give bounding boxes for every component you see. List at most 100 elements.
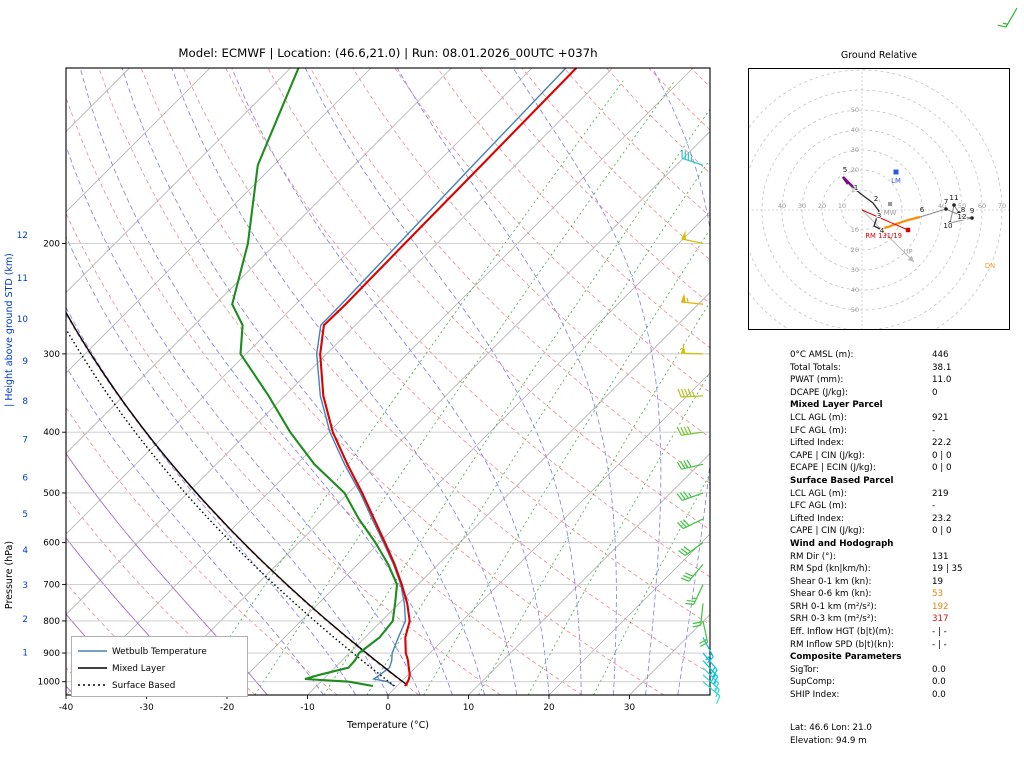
svg-text:11: 11 bbox=[17, 274, 28, 284]
param-row: SRH 0-3 km (m²/s²): 317 bbox=[790, 613, 1020, 626]
param-row: DCAPE (J/kg): 0 bbox=[790, 387, 1020, 400]
param-value: 19 bbox=[932, 576, 944, 587]
param-value: 0 | 0 bbox=[932, 450, 952, 461]
legend: Wetbulb Temperature Mixed Layer Surface Ba… bbox=[71, 636, 248, 697]
svg-text:10: 10 bbox=[838, 202, 846, 210]
svg-text:LM: LM bbox=[891, 177, 901, 185]
param-label: LFC AGL (m): bbox=[790, 425, 847, 436]
lm-marker bbox=[893, 169, 899, 175]
param-label: Composite Parameters bbox=[790, 652, 902, 663]
param-row: RM Dir (°): 131 bbox=[790, 551, 1020, 564]
param-row: SupComp: 0.0 bbox=[790, 676, 1020, 689]
param-row: Lifted Index: 23.2 bbox=[790, 513, 1020, 526]
dewpoint-curve bbox=[231, 68, 399, 688]
param-row: SigTor: 0.0 bbox=[790, 664, 1020, 677]
param-row: Lifted Index: 22.2 bbox=[790, 437, 1020, 450]
param-section-header: Wind and Hodograph bbox=[790, 538, 1020, 551]
param-label: Shear 0-1 km (kn): bbox=[790, 576, 872, 587]
svg-text:-30: -30 bbox=[139, 703, 154, 713]
param-label: Surface Based Parcel bbox=[790, 475, 894, 486]
param-label: SRH 0-1 km (m²/s²): bbox=[790, 601, 877, 612]
svg-text:2: 2 bbox=[22, 615, 28, 625]
param-value: 921 bbox=[932, 412, 949, 423]
svg-text:400: 400 bbox=[43, 428, 60, 438]
chart-title: Model: ECMWF | Location: (46.6,21.0) | R… bbox=[178, 46, 598, 60]
svg-text:12: 12 bbox=[17, 231, 28, 241]
rm-marker bbox=[905, 227, 911, 233]
param-row: SHIP Index: 0.0 bbox=[790, 689, 1020, 702]
svg-text:0: 0 bbox=[385, 703, 391, 713]
svg-text:40: 40 bbox=[851, 286, 859, 294]
param-value: 0 bbox=[932, 387, 938, 398]
svg-text:UP: UP bbox=[903, 248, 912, 256]
svg-text:7: 7 bbox=[22, 436, 28, 446]
svg-text:1000: 1000 bbox=[38, 678, 61, 688]
svg-text:8: 8 bbox=[961, 205, 966, 214]
wetbulb-curve bbox=[315, 68, 567, 687]
svg-text:Wetbulb Temperature: Wetbulb Temperature bbox=[112, 647, 207, 657]
param-label: SHIP Index: bbox=[790, 690, 840, 701]
svg-text:20: 20 bbox=[543, 703, 555, 713]
param-row: LCL AGL (m): 219 bbox=[790, 488, 1020, 501]
parameters-panel: 0°C AMSL (m): 446 Total Totals: 38.1 PWAT (m… bbox=[790, 349, 1020, 702]
param-value: - | - bbox=[932, 627, 947, 638]
svg-text:10: 10 bbox=[943, 221, 953, 230]
svg-text:11: 11 bbox=[949, 193, 958, 202]
svg-text:300: 300 bbox=[43, 350, 60, 360]
param-label: Lifted Index: bbox=[790, 513, 845, 524]
mw-marker bbox=[888, 202, 892, 206]
temperature-curve bbox=[319, 68, 578, 687]
svg-text:DN: DN bbox=[985, 262, 995, 270]
param-value: - | - bbox=[932, 639, 947, 650]
param-row: CAPE | CIN (J/kg): 0 | 0 bbox=[790, 525, 1020, 538]
svg-text:4: 4 bbox=[880, 226, 885, 235]
param-label: LCL AGL (m): bbox=[790, 488, 847, 499]
corner-barb bbox=[997, 7, 1018, 28]
svg-text:| Height above ground STD (k: | Height above ground STD (km) bbox=[4, 253, 15, 407]
latlon-text: Lat: 46.6 Lon: 21.0 bbox=[790, 723, 872, 733]
svg-text:12: 12 bbox=[957, 212, 966, 221]
svg-text:30: 30 bbox=[851, 266, 859, 274]
param-value: 219 bbox=[932, 488, 949, 499]
svg-text:3: 3 bbox=[22, 581, 28, 591]
param-row: ECAPE | ECIN (J/kg): 0 | 0 bbox=[790, 462, 1020, 475]
svg-text:50: 50 bbox=[958, 202, 966, 210]
param-row: PWAT (mm): 11.0 bbox=[790, 374, 1020, 387]
param-label: DCAPE (J/kg): bbox=[790, 387, 848, 398]
param-label: Eff. Inflow HGT (b|t)(m): bbox=[790, 627, 894, 638]
svg-text:5: 5 bbox=[22, 510, 28, 520]
svg-text:50: 50 bbox=[851, 306, 859, 314]
svg-text:7: 7 bbox=[944, 197, 949, 206]
param-label: SupComp: bbox=[790, 677, 835, 688]
param-label: 0°C AMSL (m): bbox=[790, 350, 854, 360]
param-value: - bbox=[932, 425, 936, 436]
svg-text:70: 70 bbox=[998, 202, 1006, 210]
svg-text:-20: -20 bbox=[220, 703, 235, 713]
param-label: CAPE | CIN (J/kg): bbox=[790, 450, 865, 461]
param-row: SRH 0-1 km (m²/s²): 192 bbox=[790, 601, 1020, 614]
param-row: Eff. Inflow HGT (b|t)(m): - | - bbox=[790, 626, 1020, 639]
param-row: LFC AGL (m): - bbox=[790, 500, 1020, 513]
svg-text:40: 40 bbox=[851, 126, 859, 134]
wind-barbs bbox=[676, 149, 721, 704]
rm-label: RM 131/19 bbox=[865, 232, 902, 240]
svg-text:8: 8 bbox=[22, 397, 28, 407]
param-value: 11.0 bbox=[932, 375, 952, 386]
param-row: Shear 0-6 km (kn): 53 bbox=[790, 588, 1020, 601]
param-value: 0 | 0 bbox=[932, 463, 952, 474]
param-section-header: Mixed Layer Parcel bbox=[790, 399, 1020, 412]
skewt-background-lines bbox=[66, 68, 710, 695]
param-value: - bbox=[932, 501, 936, 512]
param-label: SigTor: bbox=[790, 664, 819, 675]
svg-text:1: 1 bbox=[854, 183, 859, 192]
param-section-header: Surface Based Parcel bbox=[790, 475, 1020, 488]
svg-text:50: 50 bbox=[851, 106, 859, 114]
svg-text:40: 40 bbox=[938, 202, 946, 210]
svg-text:5: 5 bbox=[843, 165, 848, 174]
svg-text:2: 2 bbox=[874, 194, 879, 203]
param-row: 0°C AMSL (m): 446 bbox=[790, 349, 1020, 362]
svg-text:10: 10 bbox=[17, 315, 29, 325]
